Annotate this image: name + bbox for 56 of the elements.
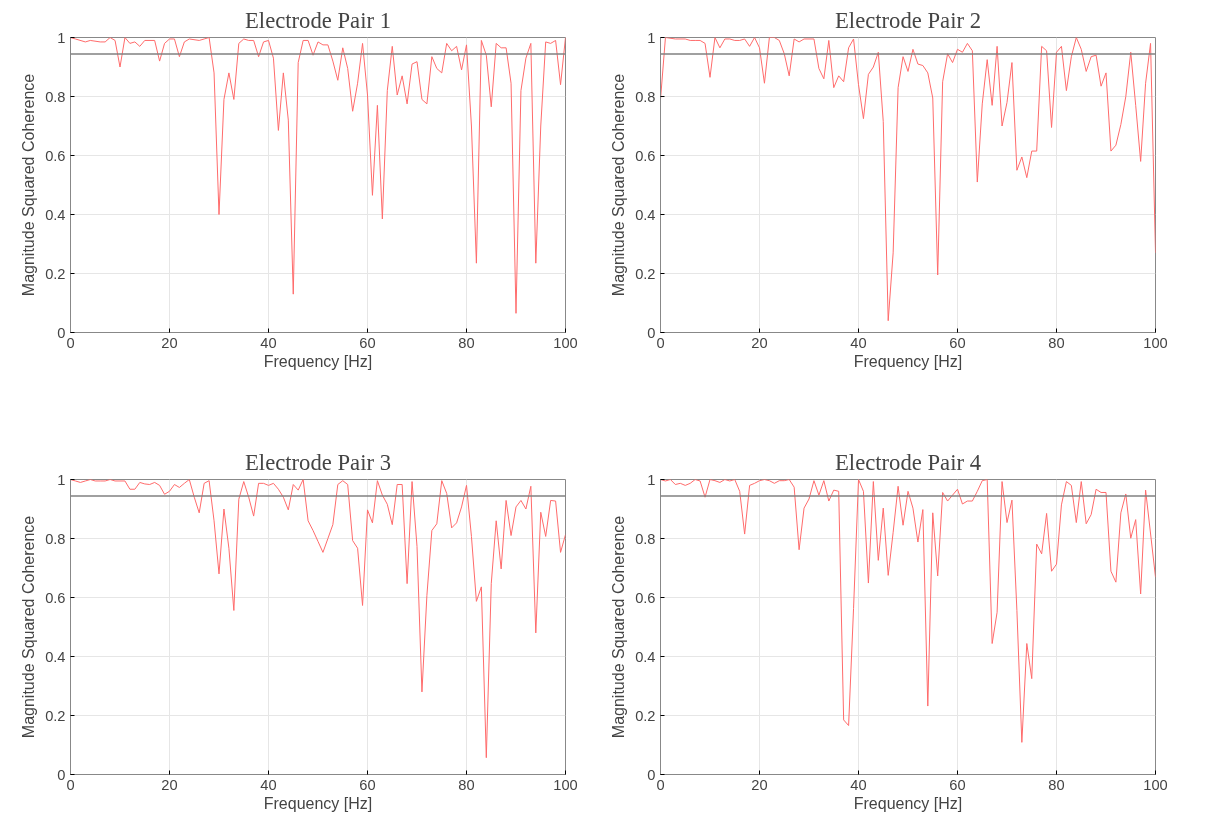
x-tick-label: 20	[161, 334, 178, 351]
y-tick-label: 0.8	[45, 88, 66, 105]
x-tick-label: 60	[359, 334, 376, 351]
y-tick-label: 0.6	[635, 147, 656, 164]
y-tick-label: 0.4	[635, 206, 656, 223]
chart-title: Electrode Pair 4	[835, 449, 981, 475]
x-tick-label: 100	[1143, 334, 1168, 351]
x-tick-label: 80	[1048, 334, 1065, 351]
x-tick-label: 20	[751, 776, 768, 793]
y-tick-label: 1	[647, 471, 656, 488]
x-tick-label: 80	[458, 334, 475, 351]
y-tick-label: 0.6	[45, 589, 66, 606]
x-tick-label: 40	[260, 334, 277, 351]
y-tick-label: 1	[57, 471, 66, 488]
x-axis-title: Frequency [Hz]	[853, 794, 963, 812]
x-tick-label: 100	[553, 776, 578, 793]
line-series	[660, 479, 1156, 743]
x-tick-label: 20	[161, 776, 178, 793]
x-tick-label: 40	[850, 334, 867, 351]
y-tick-label: 0.8	[45, 530, 66, 547]
x-tick-label: 40	[260, 776, 277, 793]
y-tick-label: 0.8	[635, 530, 656, 547]
y-tick-label: 0.2	[45, 707, 66, 724]
line-series	[70, 479, 566, 759]
x-tick-label: 60	[949, 776, 966, 793]
y-tick-label: 1	[647, 29, 656, 46]
x-axis-title: Frequency [Hz]	[853, 352, 963, 370]
x-tick-label: 40	[850, 776, 867, 793]
y-tick-label: 0.4	[45, 206, 66, 223]
x-tick-label: 80	[1048, 776, 1065, 793]
x-axis-title: Frequency [Hz]	[263, 352, 373, 370]
y-tick-label: 0.2	[635, 707, 656, 724]
y-axis-title: Magnitude Squared Coherence	[20, 73, 38, 297]
y-tick-label: 1	[57, 29, 66, 46]
y-axis-title: Magnitude Squared Coherence	[610, 73, 628, 297]
x-axis-title: Frequency [Hz]	[263, 794, 373, 812]
chart-title: Electrode Pair 1	[245, 7, 391, 33]
x-tick-label: 60	[359, 776, 376, 793]
x-tick-label: 20	[751, 334, 768, 351]
x-tick-label: 80	[458, 776, 475, 793]
y-tick-label: 0.2	[45, 265, 66, 282]
y-tick-label: 0.6	[45, 147, 66, 164]
y-tick-label: 0.6	[635, 589, 656, 606]
y-tick-label: 0.4	[635, 648, 656, 665]
line-series	[70, 37, 566, 314]
y-tick-label: 0.2	[635, 265, 656, 282]
x-tick-label: 100	[553, 334, 578, 351]
y-tick-label: 0.4	[45, 648, 66, 665]
y-axis-title: Magnitude Squared Coherence	[20, 515, 38, 739]
y-axis-title: Magnitude Squared Coherence	[610, 515, 628, 739]
y-tick-label: 0.8	[635, 88, 656, 105]
line-series	[660, 37, 1156, 322]
x-tick-label: 60	[949, 334, 966, 351]
x-tick-label: 100	[1143, 776, 1168, 793]
chart-title: Electrode Pair 2	[835, 7, 981, 33]
chart-title: Electrode Pair 3	[245, 449, 391, 475]
